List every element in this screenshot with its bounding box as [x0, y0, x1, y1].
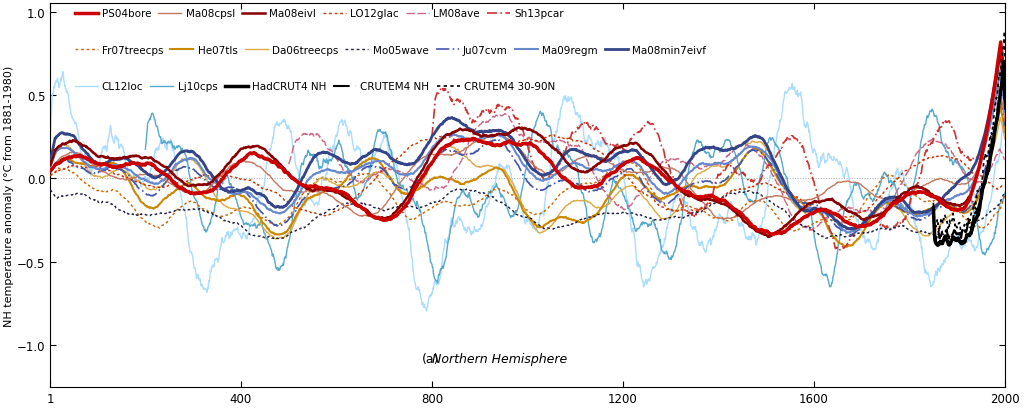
- Legend: CL12loc, Lj10cps, HadCRUT4 NH, CRUTEM4 NH, CRUTEM4 30-90N: CL12loc, Lj10cps, HadCRUT4 NH, CRUTEM4 N…: [71, 78, 559, 96]
- Text: (a): (a): [422, 352, 440, 365]
- Y-axis label: NH temperature anomaly (°C from 1881-1980): NH temperature anomaly (°C from 1881-198…: [4, 65, 14, 326]
- Text: Northern Hemisphere: Northern Hemisphere: [432, 352, 567, 365]
